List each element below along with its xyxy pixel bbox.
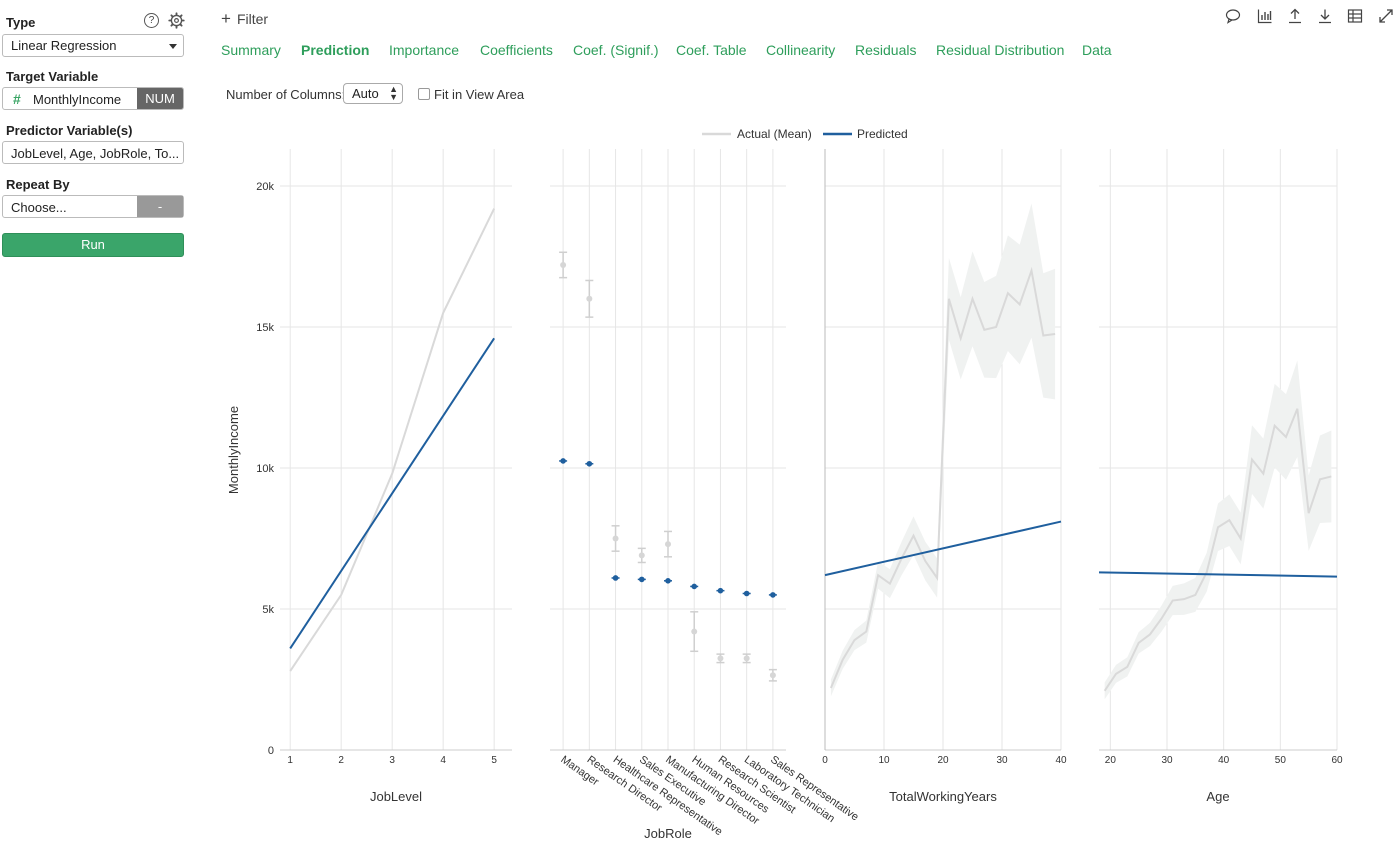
x-tick-label: 20 [937,755,949,766]
target-variable-label: Target Variable [6,69,99,84]
x-tick-label: 1 [287,755,293,766]
actual-mean-point [743,655,750,662]
tab-data[interactable]: Data [1082,42,1112,58]
filter-label: Filter [236,11,269,27]
predicted-point [638,576,645,583]
actual-mean-point [586,295,593,302]
type-select[interactable]: Linear Regression [2,34,184,57]
predicted-point [691,583,698,590]
number-of-columns-select[interactable]: Auto ▲ ▼ [343,83,403,104]
y-tick-label: 20k [256,181,274,193]
y-tick-label: 0 [268,745,274,757]
target-type-badge: NUM [137,88,183,109]
predicted-point [665,578,671,584]
tab-residual-distribution[interactable]: Residual Distribution [936,42,1065,58]
tab-coef-signif[interactable]: Coef. (Signif.) [573,42,659,58]
x-tick-label: 10 [878,755,890,766]
tab-importance[interactable]: Importance [389,42,460,58]
chevron-down-icon [169,44,177,49]
x-tick-label: 4 [440,755,446,766]
predicted-point [743,590,750,597]
repeat-by-clear-button[interactable]: - [137,196,183,217]
actual-mean-point [691,628,698,635]
predictor-variables-field[interactable]: JobLevel, Age, JobRole, To... [2,141,184,164]
predicted-line [824,520,1062,577]
expand-icon[interactable] [1378,8,1394,24]
tab-coefficients[interactable]: Coefficients [480,42,553,58]
download-icon[interactable] [1317,8,1333,24]
tab-residuals[interactable]: Residuals [855,42,917,58]
x-axis-title: JobLevel [370,789,422,804]
predicted-point [560,458,566,464]
tab-coef-table[interactable]: Coef. Table [676,42,747,58]
run-button[interactable]: Run [2,233,184,257]
predicted-point [717,587,724,594]
target-variable-field[interactable]: # MonthlyIncome NUM [2,87,184,110]
sidebar: Type ? Linear Regression Target Variable… [0,0,192,844]
repeat-by-value: Choose... [11,200,67,215]
table-icon[interactable] [1347,8,1363,24]
gear-icon[interactable] [168,12,185,29]
x-tick-label: 20 [1105,755,1117,766]
predictor-variables-label: Predictor Variable(s) [6,123,133,138]
number-of-columns-label: Number of Columns: [226,87,346,102]
actual-mean-point [665,541,671,548]
x-tick-label: 60 [1331,755,1343,766]
x-axis-title: JobRole [644,826,692,841]
number-of-columns-value: Auto [352,86,379,101]
actual-mean-point [638,552,645,559]
x-tick-label: 30 [1161,755,1173,766]
x-tick-label: 40 [1055,755,1067,766]
upload-icon[interactable] [1287,8,1303,24]
predicted-point [770,592,776,598]
updown-arrows-icon: ▲ ▼ [389,84,398,102]
x-tick-label: 40 [1218,755,1230,766]
x-axis-title: TotalWorkingYears [889,789,997,804]
x-tick-label: 30 [996,755,1008,766]
repeat-by-select[interactable]: Choose... - [2,195,184,218]
type-select-value: Linear Regression [11,38,117,53]
chart-icon[interactable] [1257,8,1273,24]
y-axis-title: MonthlyIncome [226,406,241,494]
predicted-point [612,575,619,581]
x-axis-title: Age [1206,789,1229,804]
legend-predicted-label: Predicted [857,127,908,141]
actual-mean-line [829,266,1056,689]
actual-mean-point [612,535,619,542]
actual-mean-point [717,655,724,662]
numeric-hash-icon: # [13,91,21,107]
y-tick-label: 5k [262,604,274,616]
actual-mean-line [1103,408,1332,692]
help-icon[interactable]: ? [144,13,159,28]
filter-button[interactable]: + Filter [221,9,268,29]
actual-mean-point [769,672,776,679]
type-label: Type [6,15,36,30]
comment-icon[interactable] [1225,8,1241,24]
plus-icon: + [221,9,231,28]
x-tick-label: 3 [389,755,395,766]
predicted-line [1098,571,1338,578]
x-tick-label: 5 [491,755,497,766]
x-tick-label: 50 [1275,755,1287,766]
tab-collinearity[interactable]: Collinearity [766,42,836,58]
legend-actual-label: Actual (Mean) [737,127,812,141]
repeat-by-label: Repeat By [6,177,70,192]
fit-in-view-label: Fit in View Area [434,87,525,102]
target-variable-value: MonthlyIncome [33,92,122,107]
actual-mean-point [560,261,567,268]
fit-in-view-checkbox[interactable] [418,88,430,100]
predicted-point [586,460,593,467]
tab-prediction[interactable]: Prediction [301,42,370,58]
x-tick-label: 0 [822,755,828,766]
tab-summary[interactable]: Summary [221,42,281,58]
y-tick-label: 15k [256,322,274,334]
y-tick-label: 10k [256,463,274,475]
actual-mean-line [289,208,496,672]
predicted-line [289,337,495,650]
x-tick-label: 2 [338,755,344,766]
